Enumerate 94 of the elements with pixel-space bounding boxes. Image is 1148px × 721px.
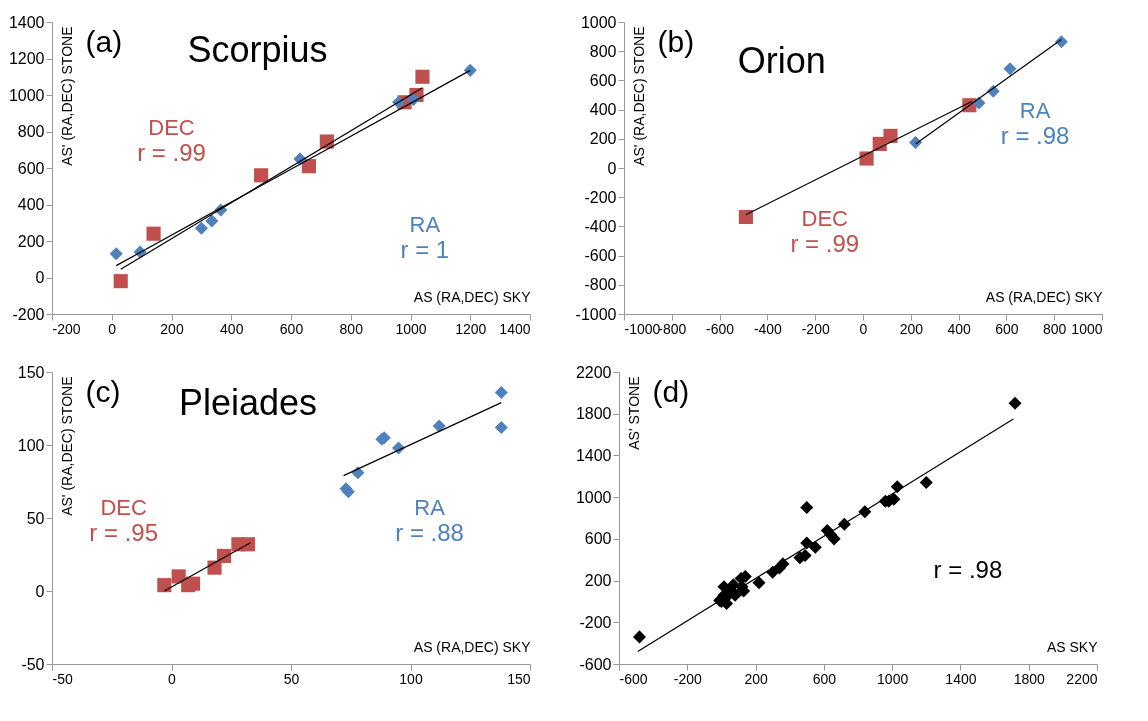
annotation: (a) [85,24,123,58]
y-tick-label: -200 [12,305,45,323]
x-axis-title: AS (RA,DEC) SKY [413,638,532,655]
y-tick-label: 400 [589,101,617,119]
y-tick-label: 200 [17,232,45,250]
y-tick-label: -200 [579,613,612,631]
annotation: r = .99 [137,139,206,167]
annotation: r = .98 [933,555,1003,583]
x-tick-label: 150 [507,670,531,687]
x-tick-label: 200 [744,670,768,687]
annotation: r = .95 [89,518,159,546]
chart-title: Pleiades [178,381,318,423]
y-tick-label: 800 [589,42,617,60]
x-tick-label: -400 [753,320,783,337]
x-tick-label: 0 [859,320,868,337]
x-tick-label: 0 [168,670,177,687]
x-tick-label: 400 [947,320,971,337]
y-tick-label: 800 [17,123,45,140]
x-axis-title: AS SKY [1046,638,1099,655]
y-tick-label: 1000 [575,488,612,506]
y-tick-label: 1400 [8,13,45,31]
x-tick-label: -1000 [624,320,661,337]
x-tick-label: -200 [801,320,830,337]
series-label: RA [414,494,446,520]
x-tick-label: 400 [220,320,244,337]
x-tick-label: 0 [108,320,117,337]
y-tick-label: 0 [35,582,45,600]
y-tick-label: 600 [584,530,612,548]
x-tick-label: 600 [279,320,304,337]
y-tick-label: 1000 [580,13,617,31]
text: DEC [148,115,195,141]
annotation: (d) [652,374,690,408]
y-tick-label: 600 [589,71,617,89]
y-tick-label: -200 [584,188,617,206]
y-tick-label: 1000 [8,86,45,104]
x-tick-label: -600 [706,320,735,337]
y-axis-title: AS' (RA,DEC) STONE [58,26,75,166]
y-tick-label: 150 [17,363,45,381]
y-tick-label: -50 [21,655,45,673]
series-label: RA [1019,97,1051,123]
x-tick-label: 1400 [945,670,977,687]
annotation: r = .88 [395,518,464,546]
x-tick-label: 200 [160,320,184,337]
x-tick-label: 1000 [877,670,909,687]
y-tick-label: 1400 [575,446,612,464]
annotation: r = .99 [790,229,860,257]
x-tick-label: 1400 [499,320,531,337]
y-tick-label: 400 [17,196,45,213]
y-axis-title: AS' (RA,DEC) STONE [58,376,75,516]
x-tick-label: 1800 [1013,670,1045,687]
x-tick-label: 50 [283,670,300,687]
y-tick-label: 50 [26,509,45,527]
annotation: (b) [657,24,695,58]
text: DEC [100,494,148,520]
series-label: DEC [801,205,849,231]
annotation: r = 1 [400,235,450,263]
y-tick-label: 200 [589,130,617,148]
y-axis-title: AS' STONE [625,376,642,450]
x-tick-label: 100 [399,670,423,687]
x-tick-label: 600 [995,320,1019,337]
annotation: (c) [85,374,121,408]
y-tick-label: -800 [584,276,617,294]
x-tick-label: -600 [619,670,648,687]
annotation: r = .98 [1000,121,1070,149]
x-tick-label: -800 [658,320,687,337]
x-tick-label: 1200 [455,320,487,337]
x-axis-title: AS (RA,DEC) SKY [985,288,1104,305]
y-tick-label: 0 [35,269,45,286]
chart-title: Scorpius [187,28,328,70]
y-tick-label: 2200 [575,363,612,381]
x-tick-label: 2200 [1066,670,1098,687]
y-tick-label: -1000 [575,305,617,323]
x-tick-label: -50 [52,670,73,687]
x-tick-label: 1000 [395,320,427,337]
y-tick-label: 600 [17,159,45,177]
y-tick-label: 1200 [8,50,45,67]
x-tick-label: 200 [899,320,924,337]
y-tick-label: -600 [579,655,612,673]
y-tick-label: -600 [584,247,617,265]
x-tick-label: 1000 [1071,320,1103,337]
x-tick-label: 800 [339,320,364,337]
y-tick-label: 200 [584,572,612,590]
x-tick-label: -200 [52,320,81,337]
y-axis-title: AS' (RA,DEC) STONE [630,26,647,166]
x-tick-label: -200 [673,670,702,687]
y-tick-label: 0 [607,159,617,177]
text: Orion [737,40,826,82]
y-tick-label: 100 [17,436,45,454]
y-tick-label: 1800 [575,405,612,423]
x-tick-label: 600 [812,670,837,687]
text: RA [409,211,441,237]
y-tick-label: -400 [584,217,617,235]
x-tick-label: 800 [1043,320,1067,337]
x-axis-title: AS (RA,DEC) SKY [413,288,532,305]
